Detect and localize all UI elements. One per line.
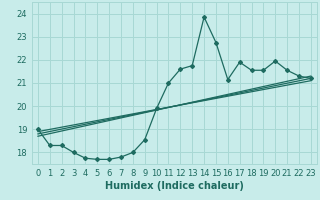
X-axis label: Humidex (Indice chaleur): Humidex (Indice chaleur) (105, 181, 244, 191)
